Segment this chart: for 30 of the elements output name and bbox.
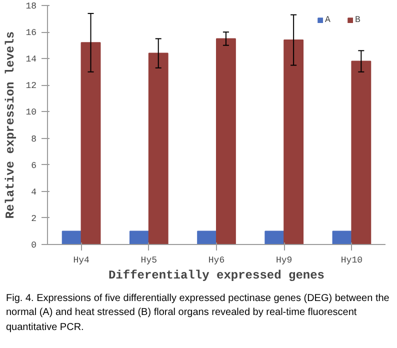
- x-axis-title: Differentially expressed genes: [108, 268, 325, 282]
- y-axis-title: Relative expression levels: [4, 31, 18, 219]
- y-tick-label: 6: [31, 160, 37, 171]
- caption: Fig. 4. Expressions of five differentially expressed pectinase genes (DEG) between the normal (A) and heat stressed (B) floral organs revealed by real-time fluorescent quantitative PCR.: [6, 292, 390, 335]
- bar: [216, 38, 236, 244]
- legend-label: B: [355, 15, 362, 25]
- bar: [284, 40, 304, 244]
- y-tick-label: 18: [26, 2, 37, 12]
- x-tick-label: Hy6: [208, 256, 225, 266]
- y-tick-label: 10: [26, 108, 37, 118]
- bar: [148, 52, 168, 244]
- x-tick-label: Hy4: [73, 256, 90, 266]
- y-tick-label: 8: [31, 134, 37, 144]
- y-tick-label: 2: [31, 214, 37, 224]
- y-tick-label: 4: [31, 187, 37, 198]
- bar: [197, 230, 217, 244]
- bar: [62, 230, 82, 244]
- y-tick-label: 16: [26, 28, 37, 38]
- bar: [332, 230, 352, 244]
- bar: [80, 42, 101, 244]
- y-tick-label: 12: [26, 81, 37, 92]
- bar: [351, 60, 372, 244]
- bar: [264, 230, 285, 244]
- x-tick-label: Hy5: [140, 256, 157, 266]
- y-tick-label: 14: [26, 54, 37, 65]
- x-tick-label: Hy9: [276, 256, 292, 266]
- y-tick-label: 0: [31, 240, 37, 250]
- bar: [129, 230, 150, 244]
- x-tick-label: Hy10: [340, 256, 363, 266]
- legend-label: A: [325, 15, 332, 25]
